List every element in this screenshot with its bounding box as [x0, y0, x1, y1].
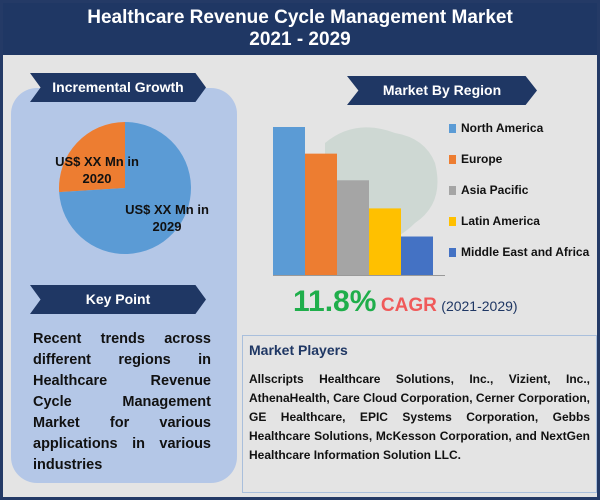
legend-item: Middle East and Africa — [449, 245, 589, 259]
bar-asia-pacific — [337, 180, 369, 275]
title: Healthcare Revenue Cycle Management Mark… — [87, 7, 513, 28]
cagr-period: (2021-2029) — [441, 298, 518, 314]
legend-label: Europe — [461, 152, 503, 166]
legend-label: Middle East and Africa — [461, 245, 590, 259]
legend-swatch-icon — [449, 216, 456, 226]
legend-swatch-icon — [449, 123, 456, 133]
legend-swatch-icon — [449, 247, 456, 257]
cagr-value: 11.8% — [293, 285, 377, 318]
cagr-line: 11.8% CAGR (2021-2029) — [293, 285, 518, 319]
key-point-ribbon: Key Point — [30, 285, 206, 314]
pie-chart — [59, 122, 191, 254]
pie-label-2029: US$ XX Mn in 2029 — [125, 202, 209, 234]
bar-middle-east-and-africa — [401, 236, 433, 275]
title-years: 2021 - 2029 — [249, 29, 351, 50]
pie-label-2020: US$ XX Mn in 2020 — [55, 154, 139, 186]
legend-item: Asia Pacific — [449, 183, 528, 197]
legend-item: Europe — [449, 152, 502, 166]
header: Healthcare Revenue Cycle Management Mark… — [3, 3, 597, 55]
bar-latin-america — [369, 208, 401, 275]
bar-europe — [305, 153, 337, 275]
incremental-growth-ribbon: Incremental Growth — [30, 73, 206, 102]
legend-item: North America — [449, 121, 543, 135]
key-point-text: Recent trends across different regions i… — [33, 331, 211, 473]
market-players-title: Market Players — [249, 342, 348, 358]
pie-slice-2020 — [59, 122, 126, 193]
legend-swatch-icon — [449, 154, 456, 164]
legend-label: Latin America — [461, 214, 540, 228]
legend-label: North America — [461, 121, 544, 135]
market-by-region-ribbon: Market By Region — [347, 76, 537, 105]
legend-item: Latin America — [449, 214, 540, 228]
market-players-text: Allscripts Healthcare Solutions, Inc., V… — [249, 372, 590, 462]
legend-swatch-icon — [449, 185, 456, 195]
bar-chart — [273, 127, 445, 276]
pie-slice-2029 — [59, 122, 191, 254]
legend-label: Asia Pacific — [461, 183, 529, 197]
bar-north-america — [273, 127, 305, 275]
cagr-label: CAGR — [380, 295, 437, 316]
market-players-box: Market Players Allscripts Healthcare Sol… — [242, 335, 597, 493]
